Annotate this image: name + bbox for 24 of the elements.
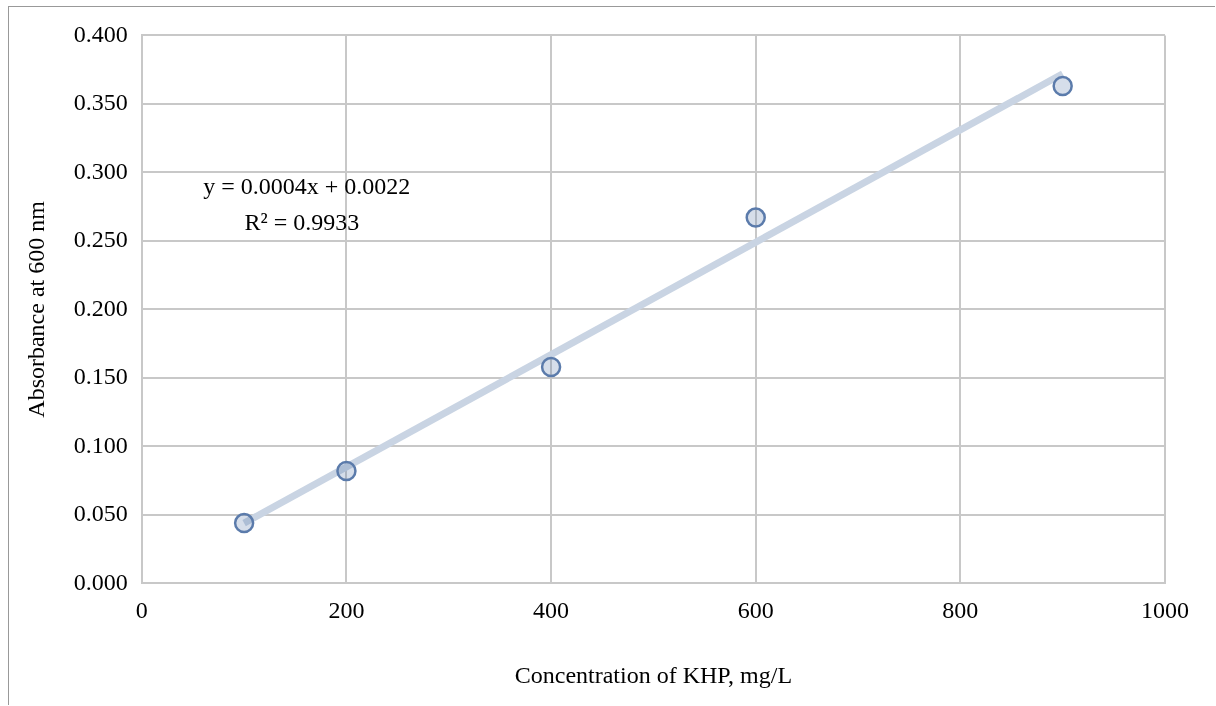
x-tick-label: 0 (135, 597, 148, 624)
y-tick-label: 0.300 (73, 157, 128, 184)
y-tick-label: 0.200 (73, 294, 128, 321)
y-tick-label: 0.400 (73, 20, 128, 47)
annotation: y = 0.0004x + 0.0022 (203, 172, 411, 199)
x-tick-label: 800 (942, 597, 979, 624)
y-tick-label: 0.000 (73, 568, 128, 595)
point (336, 460, 357, 482)
point (1052, 75, 1073, 97)
x-axis-title: Concentration of KHP, mg/L (514, 661, 793, 688)
y-tick-label: 0.100 (73, 431, 128, 458)
y-tick-label: 0.150 (73, 363, 128, 390)
y-tick-label: 0.050 (73, 500, 128, 527)
x-tick-label: 600 (737, 597, 774, 624)
x-tick-label: 400 (533, 597, 570, 624)
y-tick-label: 0.350 (73, 89, 128, 116)
y-tick-label: 0.250 (73, 226, 128, 253)
annotation: R² = 0.9933 (244, 208, 360, 235)
point (540, 356, 562, 378)
x-tick-label: 200 (328, 597, 365, 624)
y-axis-title: Absorbance at 600 nm (22, 200, 49, 418)
point (745, 207, 766, 228)
x-tick-label: 1000 (1141, 597, 1189, 624)
point (233, 512, 255, 534)
